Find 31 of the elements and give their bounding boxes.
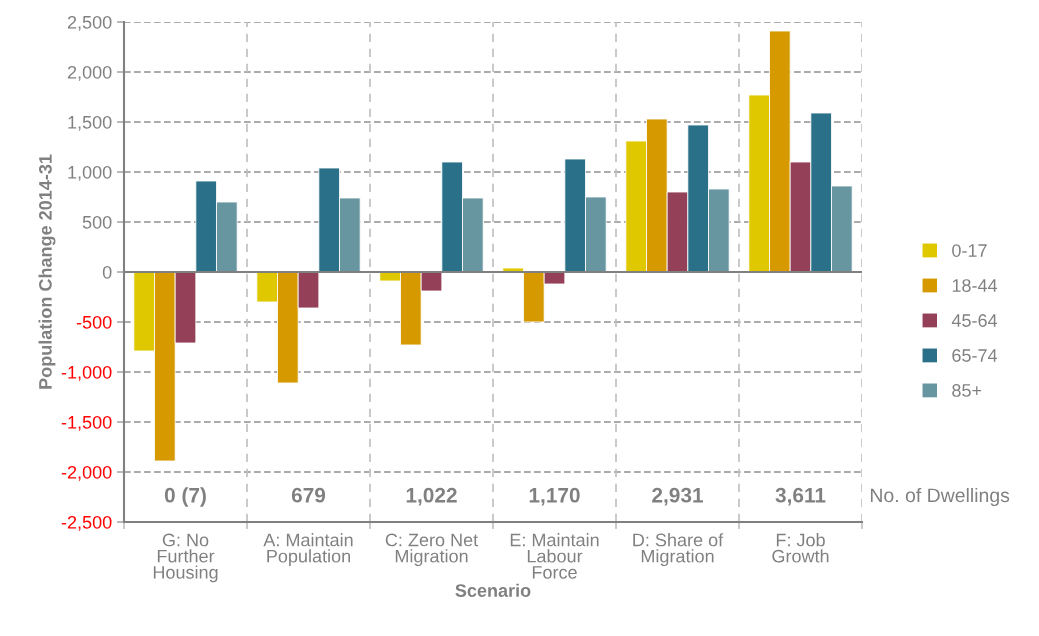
annotation: 3,611 bbox=[775, 487, 826, 506]
y-tick-label: 500 bbox=[82, 215, 112, 229]
y-tick-label: -1,000 bbox=[61, 365, 112, 381]
y-tick-label: 0 bbox=[102, 265, 112, 279]
legend-label: 0-17 bbox=[952, 244, 987, 257]
x-tick-label: C: Zero Net Migration bbox=[385, 533, 479, 567]
y-tick-label: -500 bbox=[76, 315, 112, 329]
y-tick-label: 1,000 bbox=[68, 165, 112, 181]
y-tick-label: 2,000 bbox=[67, 65, 112, 81]
x-tick-label: D: Share of Migration bbox=[633, 533, 724, 567]
legend-label: 45-64 bbox=[951, 314, 998, 327]
legend-label: 85+ bbox=[952, 384, 982, 397]
annotation: 0 (7) bbox=[164, 487, 206, 507]
y-tick-label: -2,500 bbox=[61, 515, 112, 531]
y-tick-label: 2,500 bbox=[67, 15, 112, 31]
x-tick-label: G: No Further Housing bbox=[153, 533, 218, 583]
y-tick-label: -2,000 bbox=[61, 465, 112, 481]
x-tick-label: F: Job Growth bbox=[772, 533, 829, 563]
legend-label: 65-74 bbox=[952, 349, 998, 362]
x-tick-label: E: Maintain Labour Force bbox=[510, 533, 599, 579]
annotation: 2,931 bbox=[652, 487, 703, 506]
annotation: 1,170 bbox=[529, 487, 580, 506]
text: No. of Dwellings bbox=[870, 487, 1010, 507]
y-tick-label: -1,500 bbox=[61, 415, 112, 431]
y-axis-title: Population Change 2014-31 bbox=[38, 154, 56, 389]
y-tick-label: 1,500 bbox=[68, 115, 112, 131]
x-tick-label: A: Maintain Population bbox=[263, 533, 353, 567]
annotation: 1,022 bbox=[406, 487, 457, 506]
x-axis-title: Scenario bbox=[455, 583, 531, 597]
legend-label: 18-44 bbox=[952, 279, 998, 292]
annotation: 679 bbox=[291, 487, 326, 503]
